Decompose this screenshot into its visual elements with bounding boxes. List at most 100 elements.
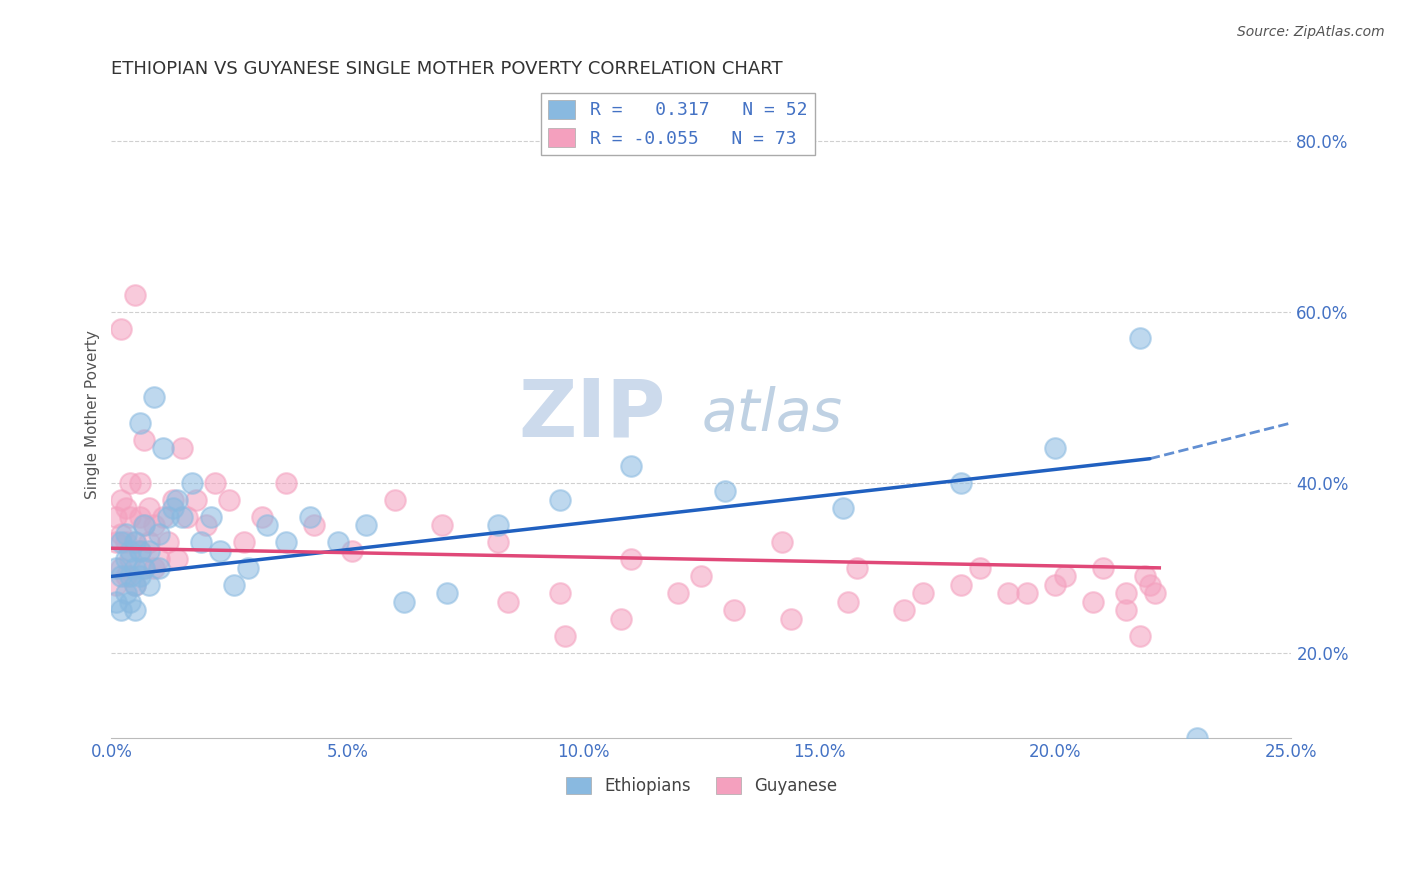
Point — [110, 561, 132, 575]
Point — [194, 518, 217, 533]
Text: ETHIOPIAN VS GUYANESE SINGLE MOTHER POVERTY CORRELATION CHART: ETHIOPIAN VS GUYANESE SINGLE MOTHER POVE… — [111, 60, 783, 78]
Point — [1129, 330, 1152, 344]
Point — [298, 509, 321, 524]
Point — [238, 561, 260, 575]
Point — [997, 586, 1019, 600]
Point — [142, 561, 165, 575]
Point — [110, 569, 132, 583]
Point — [142, 390, 165, 404]
Point — [138, 535, 160, 549]
Point — [846, 561, 869, 575]
Point — [610, 612, 633, 626]
Point — [157, 509, 180, 524]
Point — [124, 535, 146, 549]
Point — [488, 518, 510, 533]
Point — [1129, 629, 1152, 643]
Point — [110, 526, 132, 541]
Point — [114, 501, 136, 516]
Point — [105, 578, 128, 592]
Point — [138, 578, 160, 592]
Point — [1091, 561, 1114, 575]
Point — [620, 552, 643, 566]
Point — [208, 543, 231, 558]
Point — [190, 535, 212, 549]
Point — [114, 552, 136, 566]
Text: atlas: atlas — [702, 386, 842, 442]
Point — [124, 535, 146, 549]
Point — [152, 509, 174, 524]
Point — [152, 442, 174, 456]
Point — [1133, 569, 1156, 583]
Point — [436, 586, 458, 600]
Point — [128, 543, 150, 558]
Point — [218, 492, 240, 507]
Point — [232, 535, 254, 549]
Point — [128, 416, 150, 430]
Point — [148, 526, 170, 541]
Point — [172, 442, 194, 456]
Point — [120, 543, 142, 558]
Point — [162, 501, 184, 516]
Point — [128, 509, 150, 524]
Point — [114, 569, 136, 583]
Point — [105, 561, 128, 575]
Point — [430, 518, 453, 533]
Point — [620, 458, 643, 473]
Point — [166, 492, 188, 507]
Point — [723, 603, 745, 617]
Point — [157, 535, 180, 549]
Point — [304, 518, 326, 533]
Point — [780, 612, 803, 626]
Point — [666, 586, 689, 600]
Point — [200, 509, 222, 524]
Point — [105, 535, 128, 549]
Point — [1185, 731, 1208, 746]
Point — [148, 552, 170, 566]
Point — [110, 535, 132, 549]
Point — [105, 509, 128, 524]
Point — [204, 475, 226, 490]
Point — [134, 518, 156, 533]
Point — [120, 569, 142, 583]
Text: ZIP: ZIP — [519, 376, 666, 453]
Point — [124, 578, 146, 592]
Point — [134, 433, 156, 447]
Point — [134, 561, 156, 575]
Point — [110, 603, 132, 617]
Point — [172, 509, 194, 524]
Point — [120, 475, 142, 490]
Point — [120, 552, 142, 566]
Legend: Ethiopians, Guyanese: Ethiopians, Guyanese — [560, 770, 844, 801]
Point — [120, 595, 142, 609]
Point — [224, 578, 246, 592]
Point — [488, 535, 510, 549]
Point — [496, 595, 519, 609]
Point — [124, 603, 146, 617]
Point — [950, 475, 973, 490]
Point — [110, 492, 132, 507]
Point — [912, 586, 935, 600]
Point — [548, 586, 571, 600]
Point — [1143, 586, 1166, 600]
Point — [120, 509, 142, 524]
Point — [1083, 595, 1105, 609]
Point — [134, 561, 156, 575]
Y-axis label: Single Mother Poverty: Single Mother Poverty — [86, 330, 100, 499]
Point — [180, 475, 202, 490]
Point — [832, 501, 855, 516]
Point — [893, 603, 915, 617]
Point — [1139, 578, 1161, 592]
Point — [356, 518, 378, 533]
Point — [714, 484, 737, 499]
Point — [326, 535, 349, 549]
Point — [148, 561, 170, 575]
Point — [274, 535, 297, 549]
Point — [548, 492, 571, 507]
Point — [142, 518, 165, 533]
Point — [1045, 578, 1067, 592]
Point — [837, 595, 859, 609]
Point — [114, 586, 136, 600]
Point — [105, 595, 128, 609]
Point — [186, 492, 208, 507]
Point — [1115, 603, 1137, 617]
